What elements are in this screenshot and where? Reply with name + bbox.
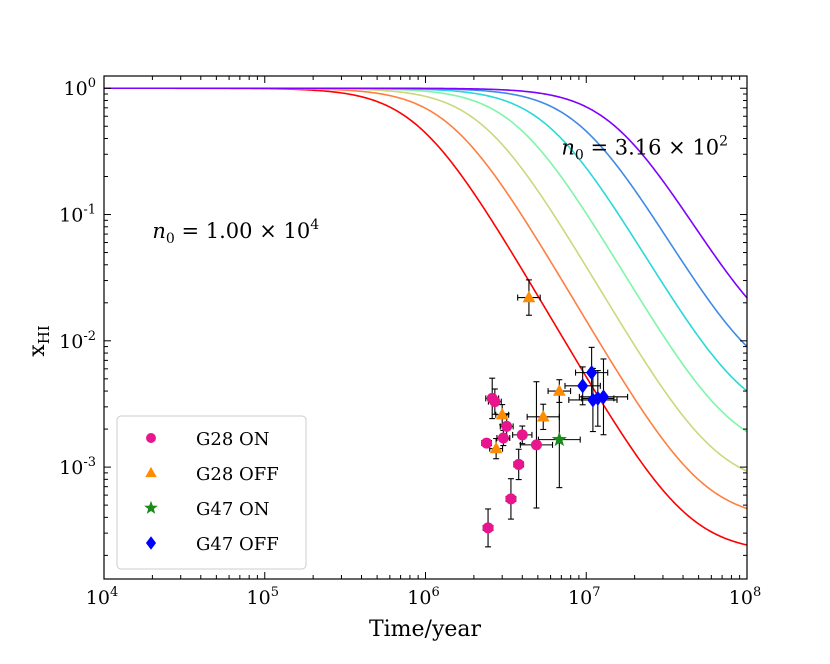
- legend-marker-g28-off: [145, 466, 157, 478]
- x-tick-label: 105: [247, 585, 279, 609]
- model-curves: [104, 87, 747, 546]
- y-tick-label: 100: [64, 76, 96, 100]
- annotation-1: n0 = 3.16 × 102: [561, 133, 728, 163]
- data-point-g28-off: [495, 407, 509, 420]
- model-curve-7: [104, 87, 747, 299]
- axis-ticks: [103, 76, 748, 579]
- legend-marker-g47-on: [144, 500, 158, 514]
- data-point-g28-on: [513, 458, 525, 470]
- y-tick-label: 10-2: [59, 329, 96, 353]
- data-point-g28-on: [481, 437, 493, 449]
- legend-box: [116, 415, 307, 570]
- legend-marker-g28-on: [146, 433, 156, 443]
- data-point-g47-off: [577, 378, 589, 394]
- x-tick-label: 106: [407, 585, 439, 609]
- data-point-g28-off: [522, 290, 536, 303]
- legend-marker-g47-off: [145, 536, 157, 550]
- data-point-g47-on: [551, 431, 567, 447]
- data-point-g28-off: [489, 441, 503, 454]
- x-tick-label: 104: [86, 585, 118, 609]
- model-curve-6: [104, 87, 747, 348]
- data-point-g28-off: [552, 384, 566, 396]
- x-tick-label: 107: [568, 585, 600, 609]
- y-tick-label: 10-1: [59, 203, 96, 227]
- x-axis-label: Time/year: [369, 617, 482, 642]
- data-point-g28-on: [482, 522, 494, 534]
- legend-label-g28-off: G28 OFF: [196, 464, 279, 485]
- y-axis-label: xHI: [25, 325, 53, 357]
- legend-label-g47-off: G47 OFF: [196, 534, 279, 555]
- data-point-g28-on: [489, 396, 501, 408]
- data-point-g47-off: [585, 365, 598, 381]
- data-point-g28-on: [505, 493, 517, 505]
- legend: G28 ON G28 OFF G47 ON G47 OFF: [116, 415, 307, 570]
- x-tick-label: 108: [729, 585, 761, 609]
- data-point-g28-on: [501, 420, 513, 432]
- y-tick-label: 10-3: [59, 455, 96, 479]
- data-point-g28-off: [536, 410, 550, 422]
- data-point-g28-on: [516, 429, 528, 441]
- data-point-g47-off: [597, 389, 610, 405]
- annotation-2: n0 = 1.00 × 104: [152, 217, 319, 247]
- legend-label-g47-on: G47 ON: [196, 499, 270, 520]
- annotations: n0 = 3.16 × 102 n0 = 1.00 × 104: [152, 133, 728, 247]
- legend-label-g28-on: G28 ON: [196, 429, 270, 450]
- data-markers: [481, 290, 610, 534]
- tick-labels: 104 105 106 107 108 10-3 10-2 10-1 100: [59, 76, 761, 609]
- data-point-g28-on: [530, 439, 542, 451]
- data-point-g28-on: [497, 432, 509, 444]
